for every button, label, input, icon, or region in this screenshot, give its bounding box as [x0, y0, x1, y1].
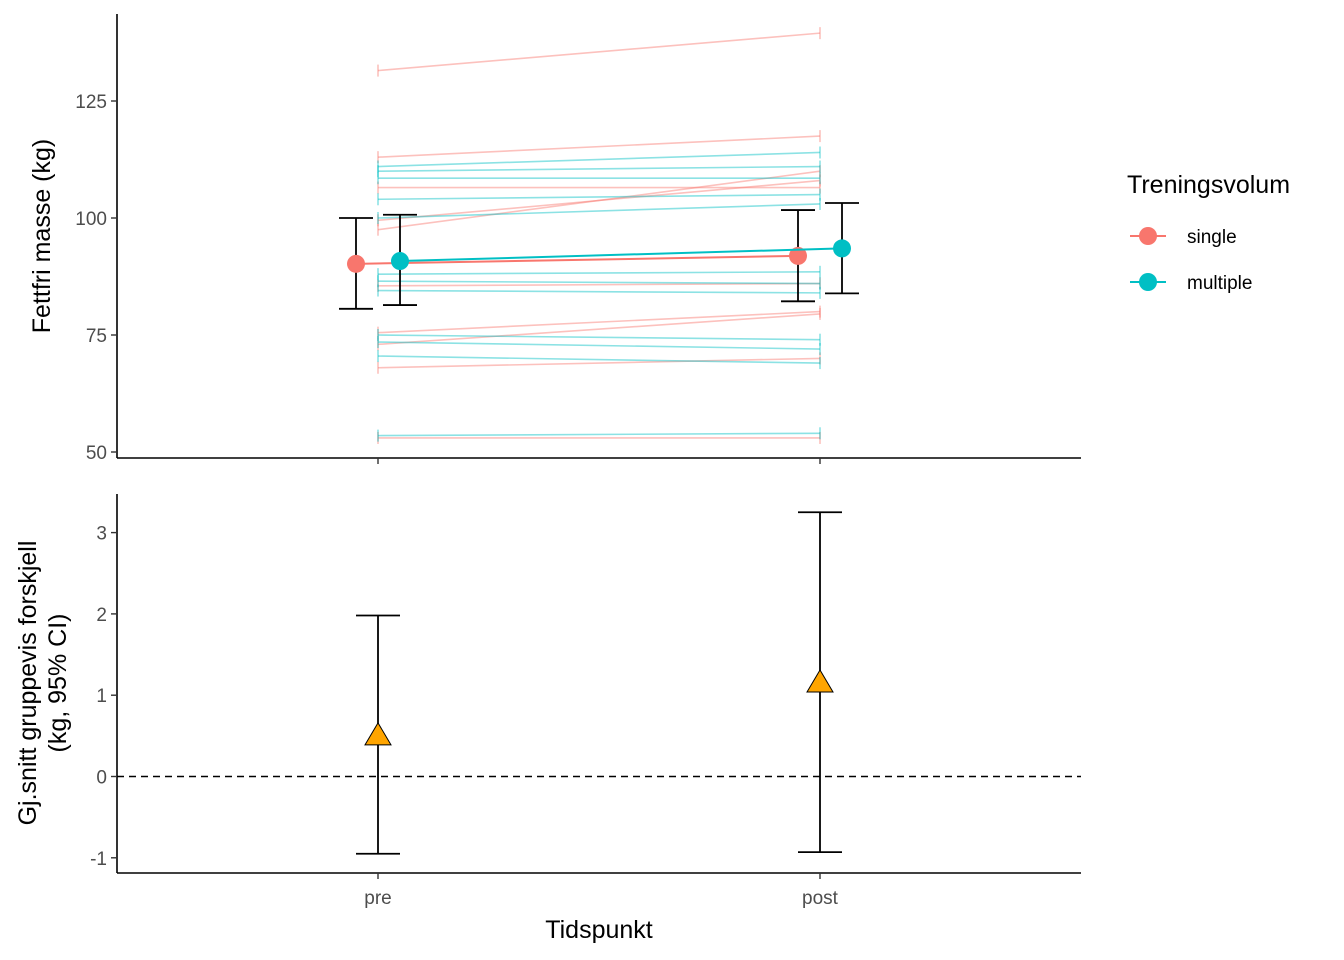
difference-post	[798, 511, 842, 854]
difference-pre	[356, 614, 400, 855]
series-line-single	[355, 254, 799, 265]
individual-line-single-6	[377, 282, 821, 287]
bottom-y-tick-label: -1	[90, 849, 107, 870]
individual-line-single-7	[377, 310, 821, 334]
individual-line-single-5	[377, 170, 821, 231]
legend-label-multiple: multiple	[1187, 273, 1252, 294]
x-axis-title: Tidspunkt	[545, 916, 653, 944]
individual-line-multiple-21	[377, 355, 821, 364]
x-tick-label-post: post	[802, 888, 839, 909]
diff-point-post	[806, 669, 834, 693]
individual-lines	[377, 27, 821, 444]
top-y-axis-title: Fettfri masse (kg)	[28, 139, 56, 333]
individual-line-single-2	[377, 135, 821, 158]
individual-line-multiple-20	[377, 341, 821, 350]
individual-line-multiple-22	[377, 432, 821, 437]
individual-line-multiple-14	[377, 193, 821, 201]
mean-point-multiple-pre	[391, 252, 409, 271]
legend-key-point-multiple	[1139, 273, 1157, 291]
legend-key-multiple	[1130, 273, 1166, 291]
bottom-y-tick-label: 3	[96, 524, 107, 545]
x-tick-label-pre: pre	[364, 888, 391, 909]
individual-line-single-1	[377, 32, 821, 72]
series-multiple	[383, 202, 859, 306]
mean-point-multiple-post	[833, 239, 851, 258]
legend-label-single: single	[1187, 227, 1237, 248]
individual-line-multiple-12	[377, 165, 821, 172]
bottom-y-tick-label: 2	[96, 605, 107, 626]
bottom-y-axis-title-line-2: (kg, 95% CI)	[44, 614, 72, 753]
bottom-y-tick-label: 0	[96, 768, 107, 789]
top-y-tick-label: 125	[75, 92, 107, 113]
individual-line-multiple-17	[377, 280, 821, 285]
individual-line-multiple-18	[377, 289, 821, 294]
series-single	[339, 209, 815, 310]
legend-title: Treningsvolum	[1127, 171, 1290, 199]
individual-line-multiple-19	[377, 334, 821, 341]
top-y-tick-label: 50	[86, 443, 107, 464]
individual-line-multiple-16	[377, 271, 821, 275]
diff-point-pre	[364, 721, 392, 746]
bottom-y-axis-title: Gj.snitt gruppevis forskjell(kg, 95% CI)	[14, 541, 72, 826]
legend-key-point-single	[1139, 227, 1157, 245]
top-y-tick-label: 100	[75, 209, 107, 230]
individual-line-multiple-15	[377, 203, 821, 219]
top-y-tick-label: 75	[86, 326, 107, 347]
individual-line-single-4	[377, 179, 821, 222]
series-line-multiple	[399, 247, 843, 263]
bottom-y-tick-label: 1	[96, 686, 107, 707]
individual-line-multiple-11	[377, 151, 821, 168]
individual-line-single-8	[377, 313, 821, 346]
legend: Treningsvolum single multiple	[1127, 171, 1290, 294]
individual-line-single-9	[377, 357, 821, 369]
mean-point-single-post	[789, 246, 807, 265]
mean-point-single-pre	[347, 254, 365, 273]
bottom-y-axis-title-line-1: Gj.snitt gruppevis forskjell	[14, 541, 42, 826]
legend-key-single	[1130, 227, 1166, 245]
